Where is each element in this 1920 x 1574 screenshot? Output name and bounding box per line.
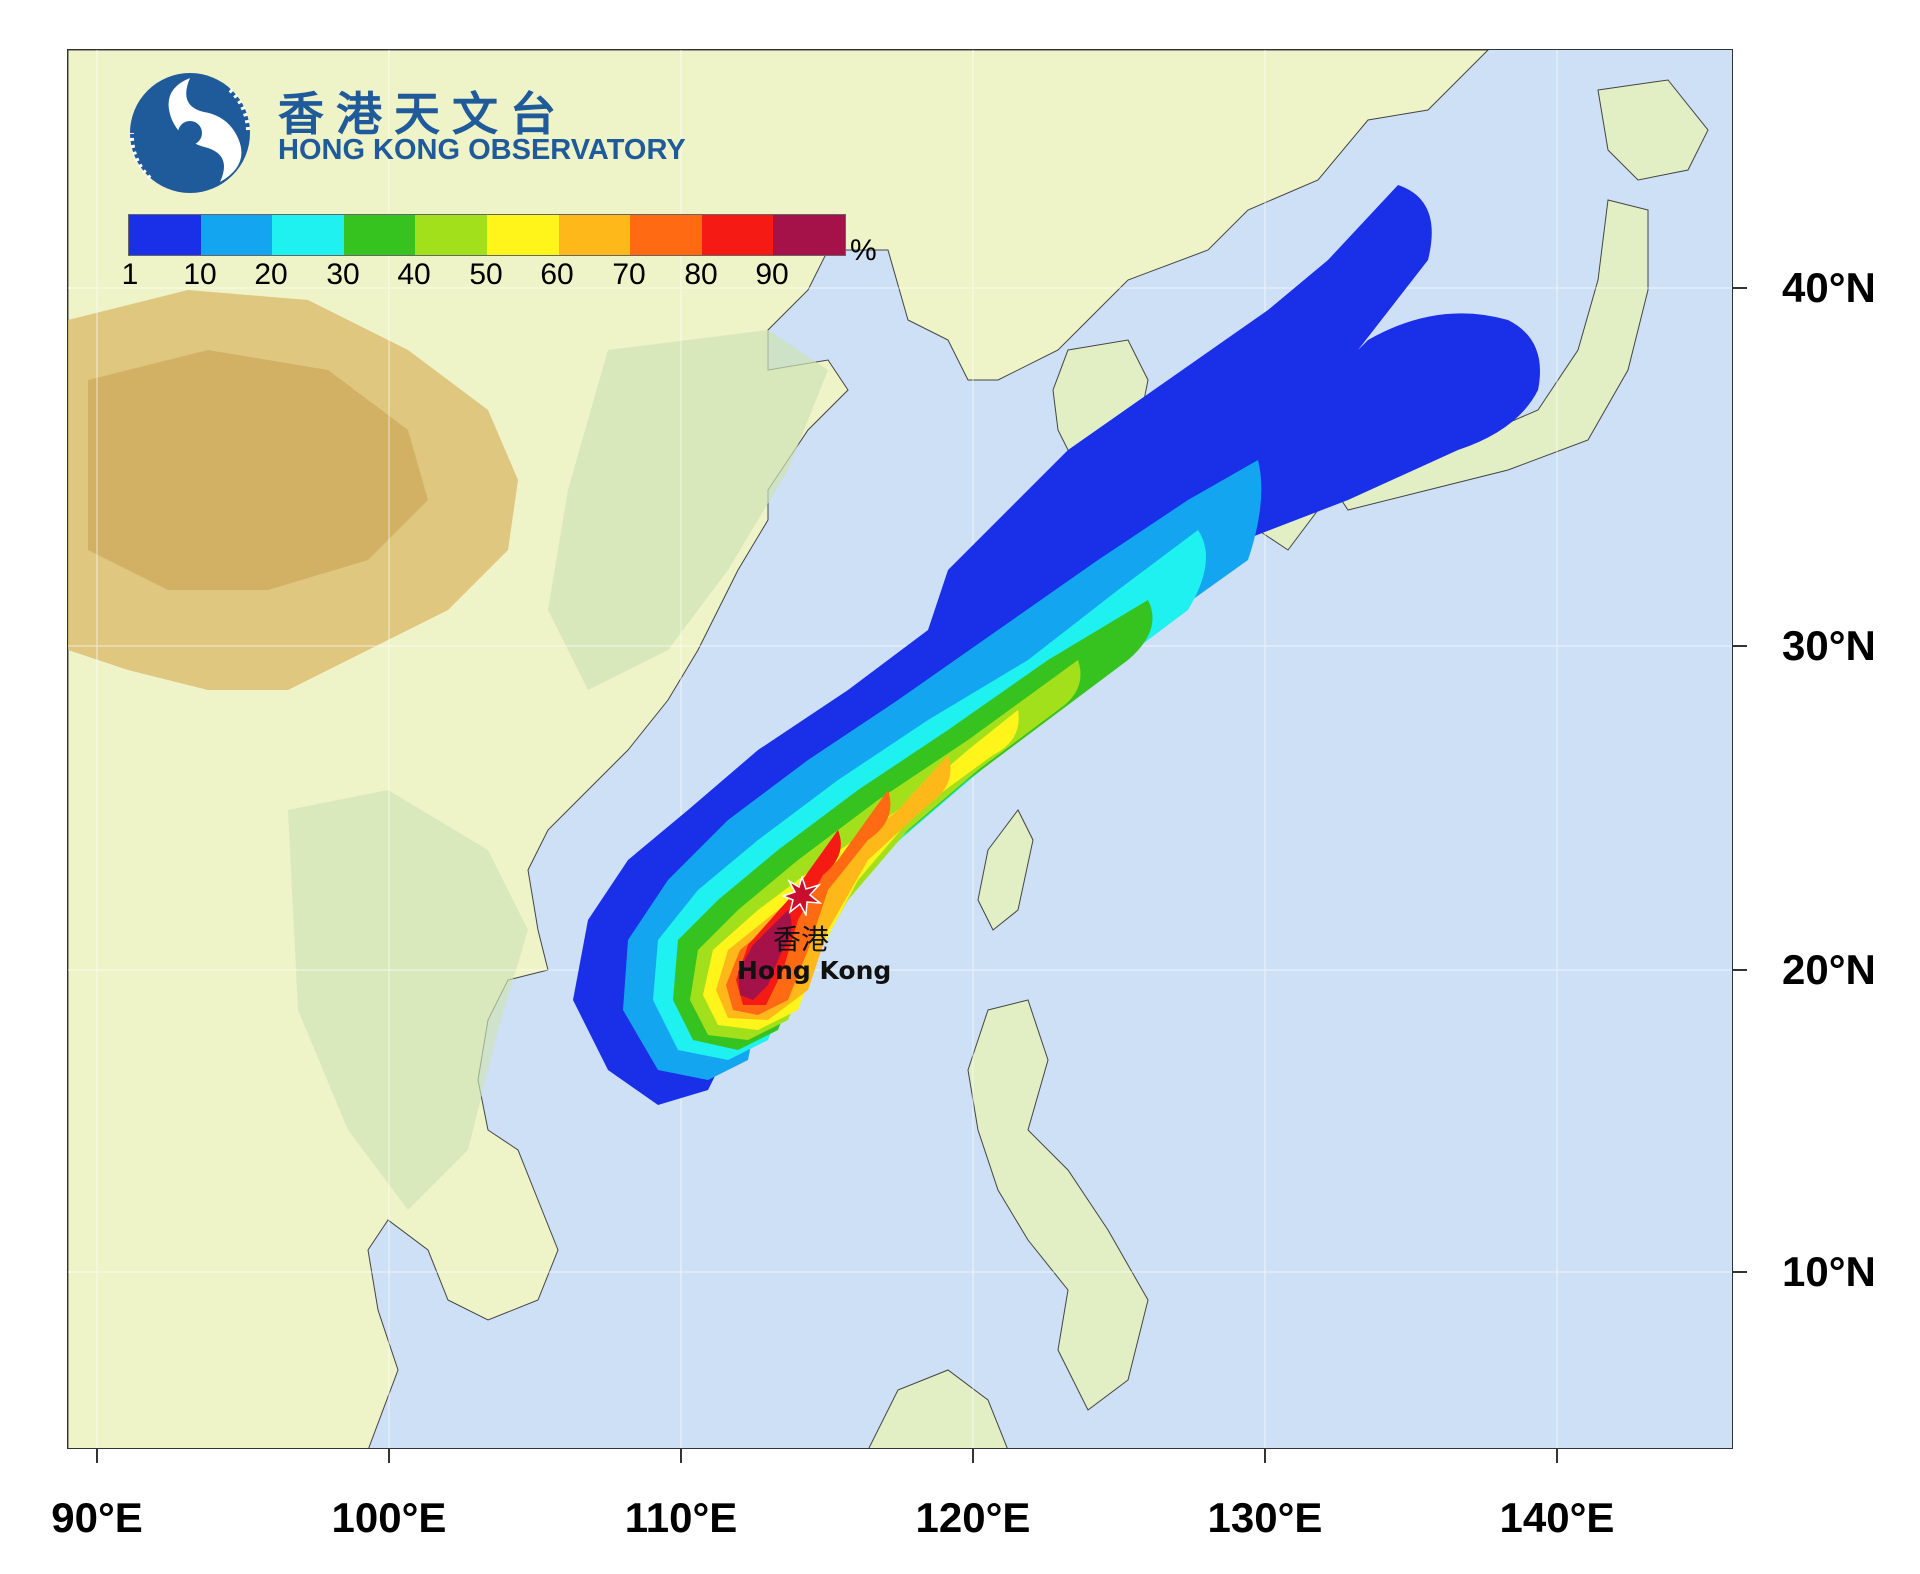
colorbar-swatch-4 (343, 215, 416, 255)
colorbar-tick: 70 (612, 258, 646, 291)
colorbar-swatch-2 (200, 215, 273, 255)
lon-label-140: 140°E (1499, 1494, 1615, 1541)
lat-tick (1733, 645, 1747, 647)
lon-tick (680, 1449, 682, 1463)
colorbar-tick: 80 (684, 258, 718, 291)
lat-label-30: 30°N (1782, 622, 1876, 669)
colorbar-tick: 1 (121, 258, 139, 291)
lat-label-20: 20°N (1782, 946, 1876, 993)
colorbar-swatch-8 (630, 215, 702, 255)
swath-band-90 (738, 910, 792, 1000)
colorbar-swatch-5 (415, 215, 487, 255)
hong-kong-label-en: Hong Kong (737, 956, 892, 985)
colorbar-swatch-10 (773, 215, 845, 255)
land-taiwan (977, 809, 1034, 931)
lon-tick (972, 1449, 974, 1463)
land-japan-honshu (1327, 199, 1649, 511)
colorbar-unit: % (850, 234, 877, 267)
colorbar-tick: 10 (183, 258, 217, 291)
logo-name-zh: 香港天文台 (278, 87, 568, 141)
hong-kong-label-zh: 香港 (773, 923, 830, 956)
lon-label-100: 100°E (331, 1494, 447, 1541)
lowland-indochina (288, 790, 528, 1210)
lon-label-90: 90°E (51, 1494, 143, 1541)
colorbar-tick: 90 (755, 258, 789, 291)
colorbar-tick: 20 (254, 258, 288, 291)
colorbar-swatch-9 (701, 215, 774, 255)
colorbar-swatch-3 (272, 215, 344, 255)
logo-name-en: HONG KONG OBSERVATORY (278, 134, 686, 166)
colorbar-swatch-7 (558, 215, 631, 255)
lon-tick (388, 1449, 390, 1463)
map-frame (67, 49, 1733, 1449)
land-japan-hokkaido (1597, 79, 1709, 181)
land-philippines (967, 999, 1149, 1411)
lon-label-110: 110°E (624, 1494, 738, 1541)
colorbar-tick: 60 (540, 258, 574, 291)
lon-tick (96, 1449, 98, 1463)
map-canvas[interactable] (68, 50, 1733, 1449)
lon-label-120: 120°E (915, 1494, 1031, 1541)
highland-plateau-inner (88, 350, 428, 590)
star-icon[interactable] (782, 876, 822, 916)
hko-logo: 香港天文台 HONG KONG OBSERVATORY (120, 70, 700, 196)
colorbar-swatch-1 (129, 215, 201, 255)
graticule (68, 50, 1732, 1448)
lon-label-130: 130°E (1207, 1494, 1323, 1541)
colorbar-tick: 40 (397, 258, 431, 291)
lat-tick (1733, 969, 1747, 971)
colorbar-tick: 30 (326, 258, 360, 291)
probability-colorbar (128, 214, 846, 256)
lat-tick (1733, 1271, 1747, 1273)
lon-tick (1264, 1449, 1266, 1463)
hko-logo-icon (129, 73, 251, 193)
lat-tick (1733, 287, 1747, 289)
colorbar-tick: 50 (469, 258, 503, 291)
lon-tick (1556, 1449, 1558, 1463)
lowland-east-china (548, 330, 828, 690)
lat-label-40: 40°N (1782, 264, 1876, 311)
lat-label-10: 10°N (1782, 1248, 1876, 1295)
colorbar-swatch-6 (486, 215, 559, 255)
